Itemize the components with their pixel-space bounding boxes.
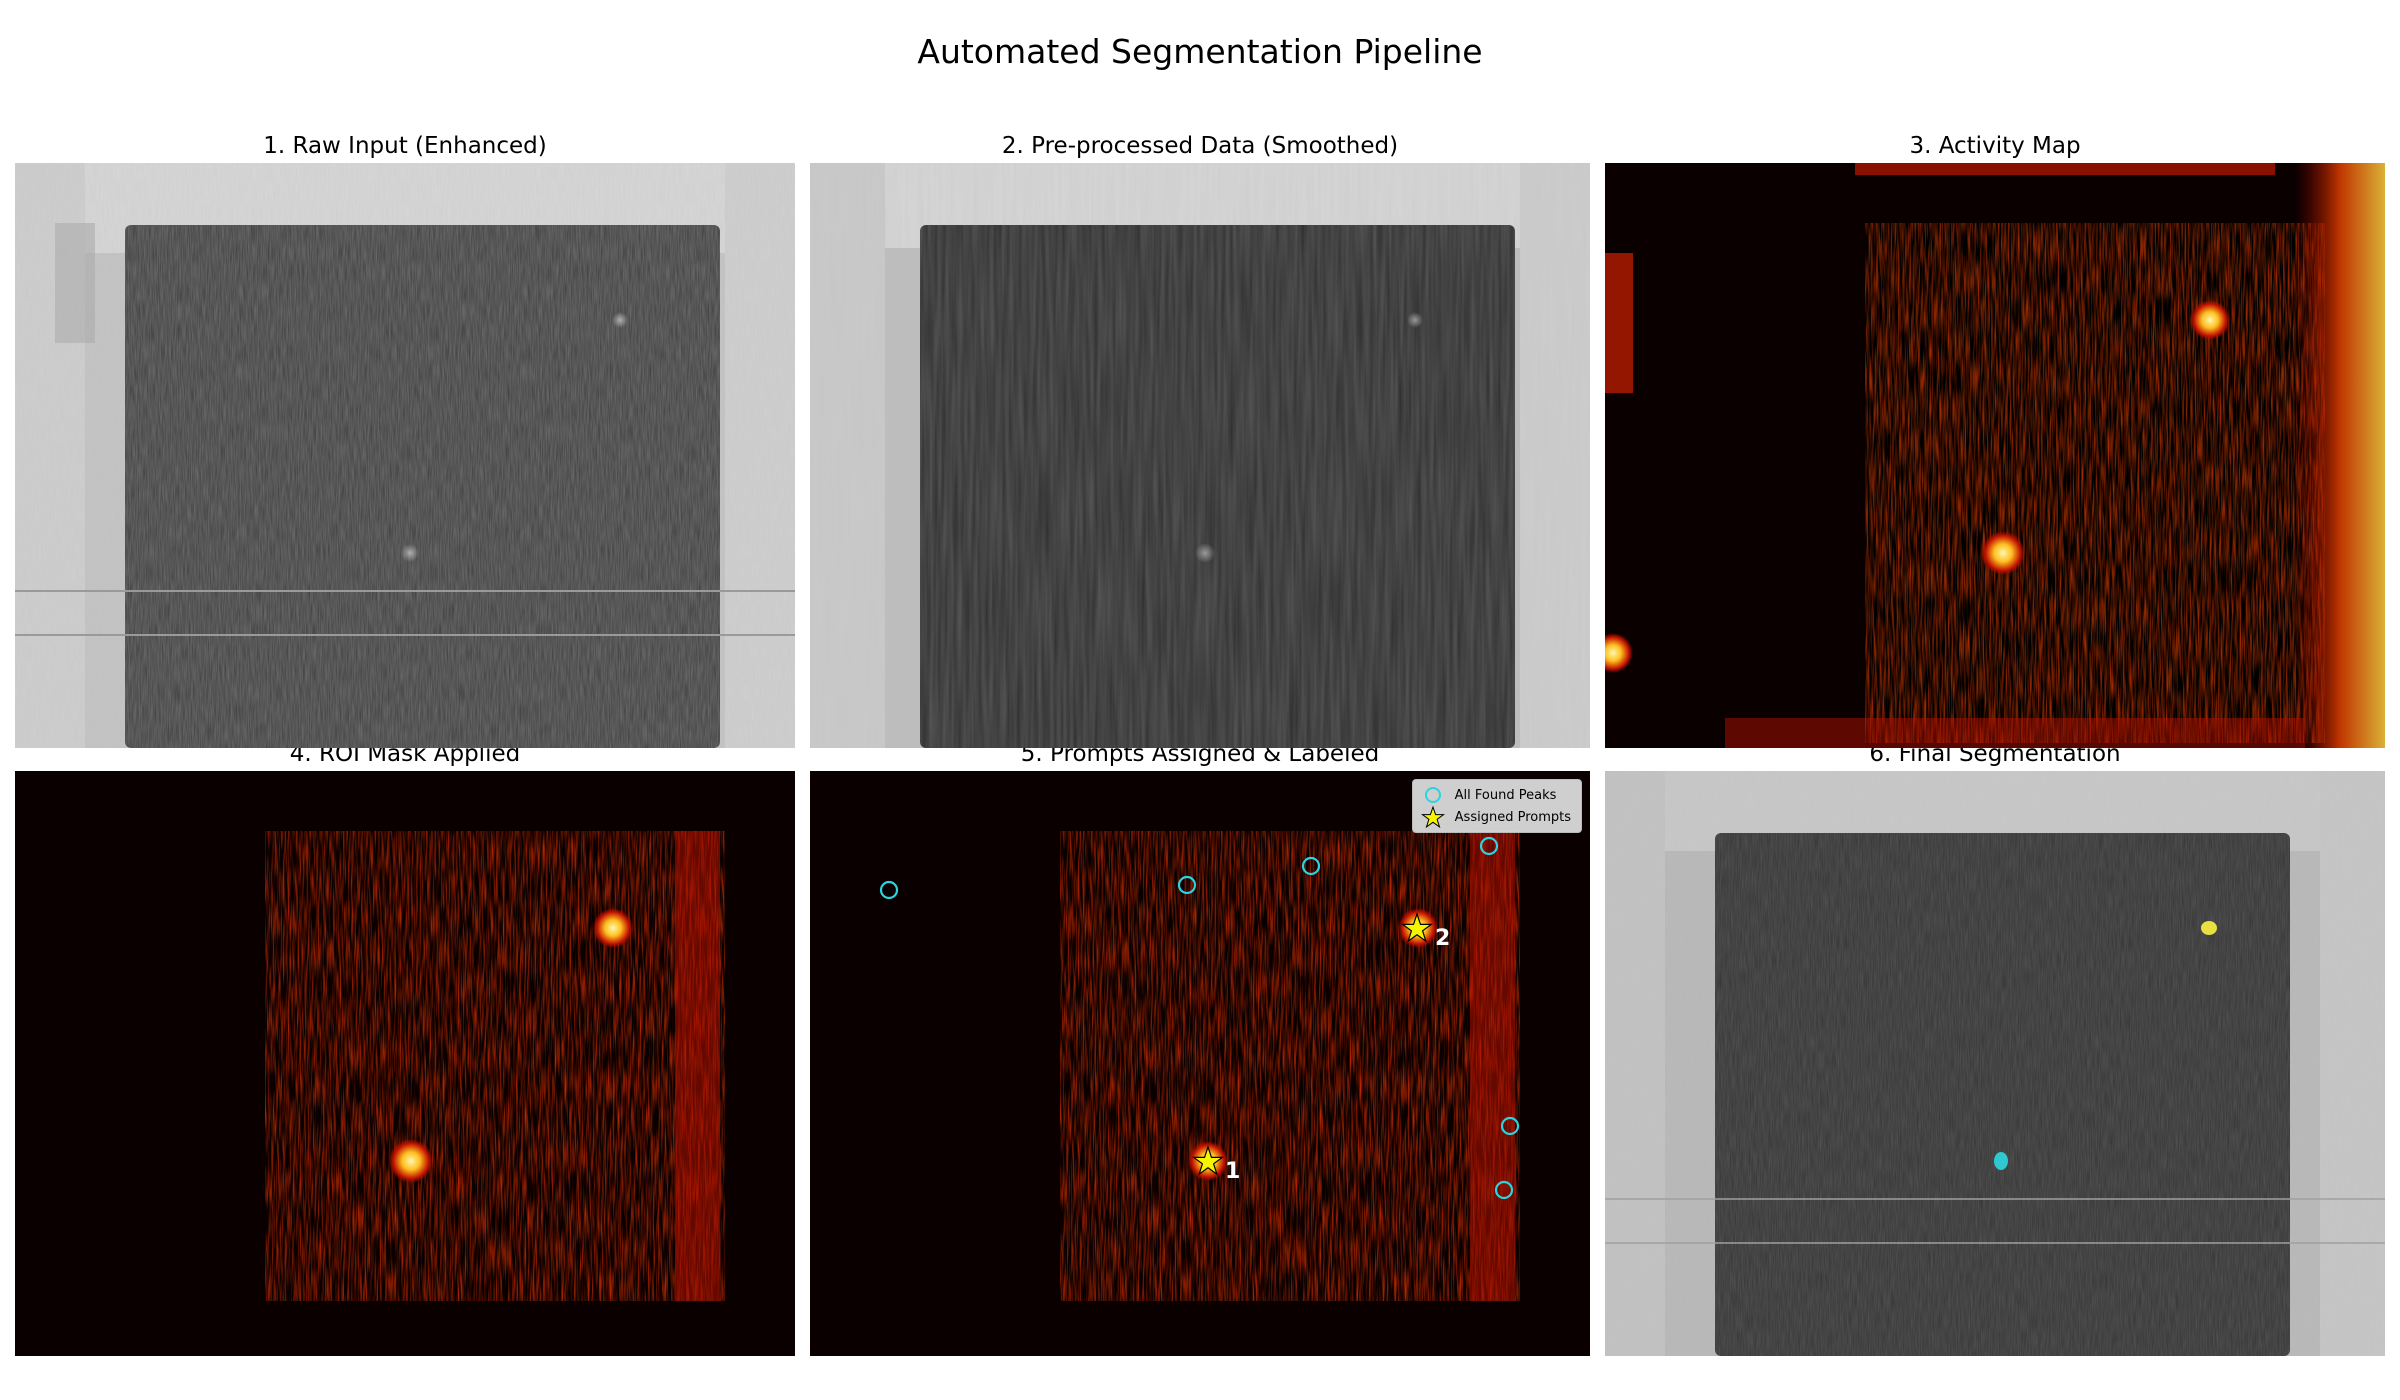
figure-title: Automated Segmentation Pipeline <box>917 32 1483 71</box>
legend: All Found Peaks Assigned Prompts <box>1411 779 1582 833</box>
raw-input-image <box>15 163 795 748</box>
smoothed-image <box>810 163 1590 748</box>
legend-row-peaks: All Found Peaks <box>1419 784 1571 806</box>
panel-title-smoothed: 2. Pre-processed Data (Smoothed) <box>1001 133 1399 159</box>
prompt-star-2 <box>1400 912 1434 943</box>
peak-marker <box>1500 1116 1520 1136</box>
panel-final-segmentation <box>1605 771 2385 1356</box>
peak-marker <box>1494 1180 1514 1200</box>
legend-prompts-label: Assigned Prompts <box>1454 809 1571 825</box>
segment-1-mask <box>1994 1152 2008 1170</box>
segment-2-mask <box>2201 921 2217 935</box>
panel-raw-input <box>15 163 795 748</box>
peak-marker <box>879 880 899 900</box>
prompts-image: 1 2 <box>810 771 1590 1356</box>
star-icon <box>1420 806 1445 828</box>
final-segmentation-image <box>1605 771 2385 1356</box>
panel-smoothed <box>810 163 1590 748</box>
legend-row-prompts: Assigned Prompts <box>1419 806 1571 828</box>
panel-prompts: 1 2 All Found Peaks Assigned Prompts <box>810 771 1590 1356</box>
prompt-label-1: 1 <box>1225 1159 1240 1184</box>
peak-marker <box>1301 856 1321 876</box>
panel-activity-map <box>1605 163 2385 748</box>
peak-marker <box>1177 875 1197 895</box>
panel-title-raw: 1. Raw Input (Enhanced) <box>263 133 547 159</box>
roi-mask-image <box>15 771 795 1356</box>
panel-roi-mask <box>15 771 795 1356</box>
prompt-label-2: 2 <box>1435 926 1450 951</box>
legend-peaks-label: All Found Peaks <box>1454 787 1557 803</box>
prompt-star-1 <box>1191 1145 1225 1176</box>
panel-title-activity: 3. Activity Map <box>1909 133 2081 159</box>
peak-marker <box>1479 836 1499 856</box>
activity-map-image <box>1605 163 2385 748</box>
peak-marker-icon <box>1424 787 1441 803</box>
